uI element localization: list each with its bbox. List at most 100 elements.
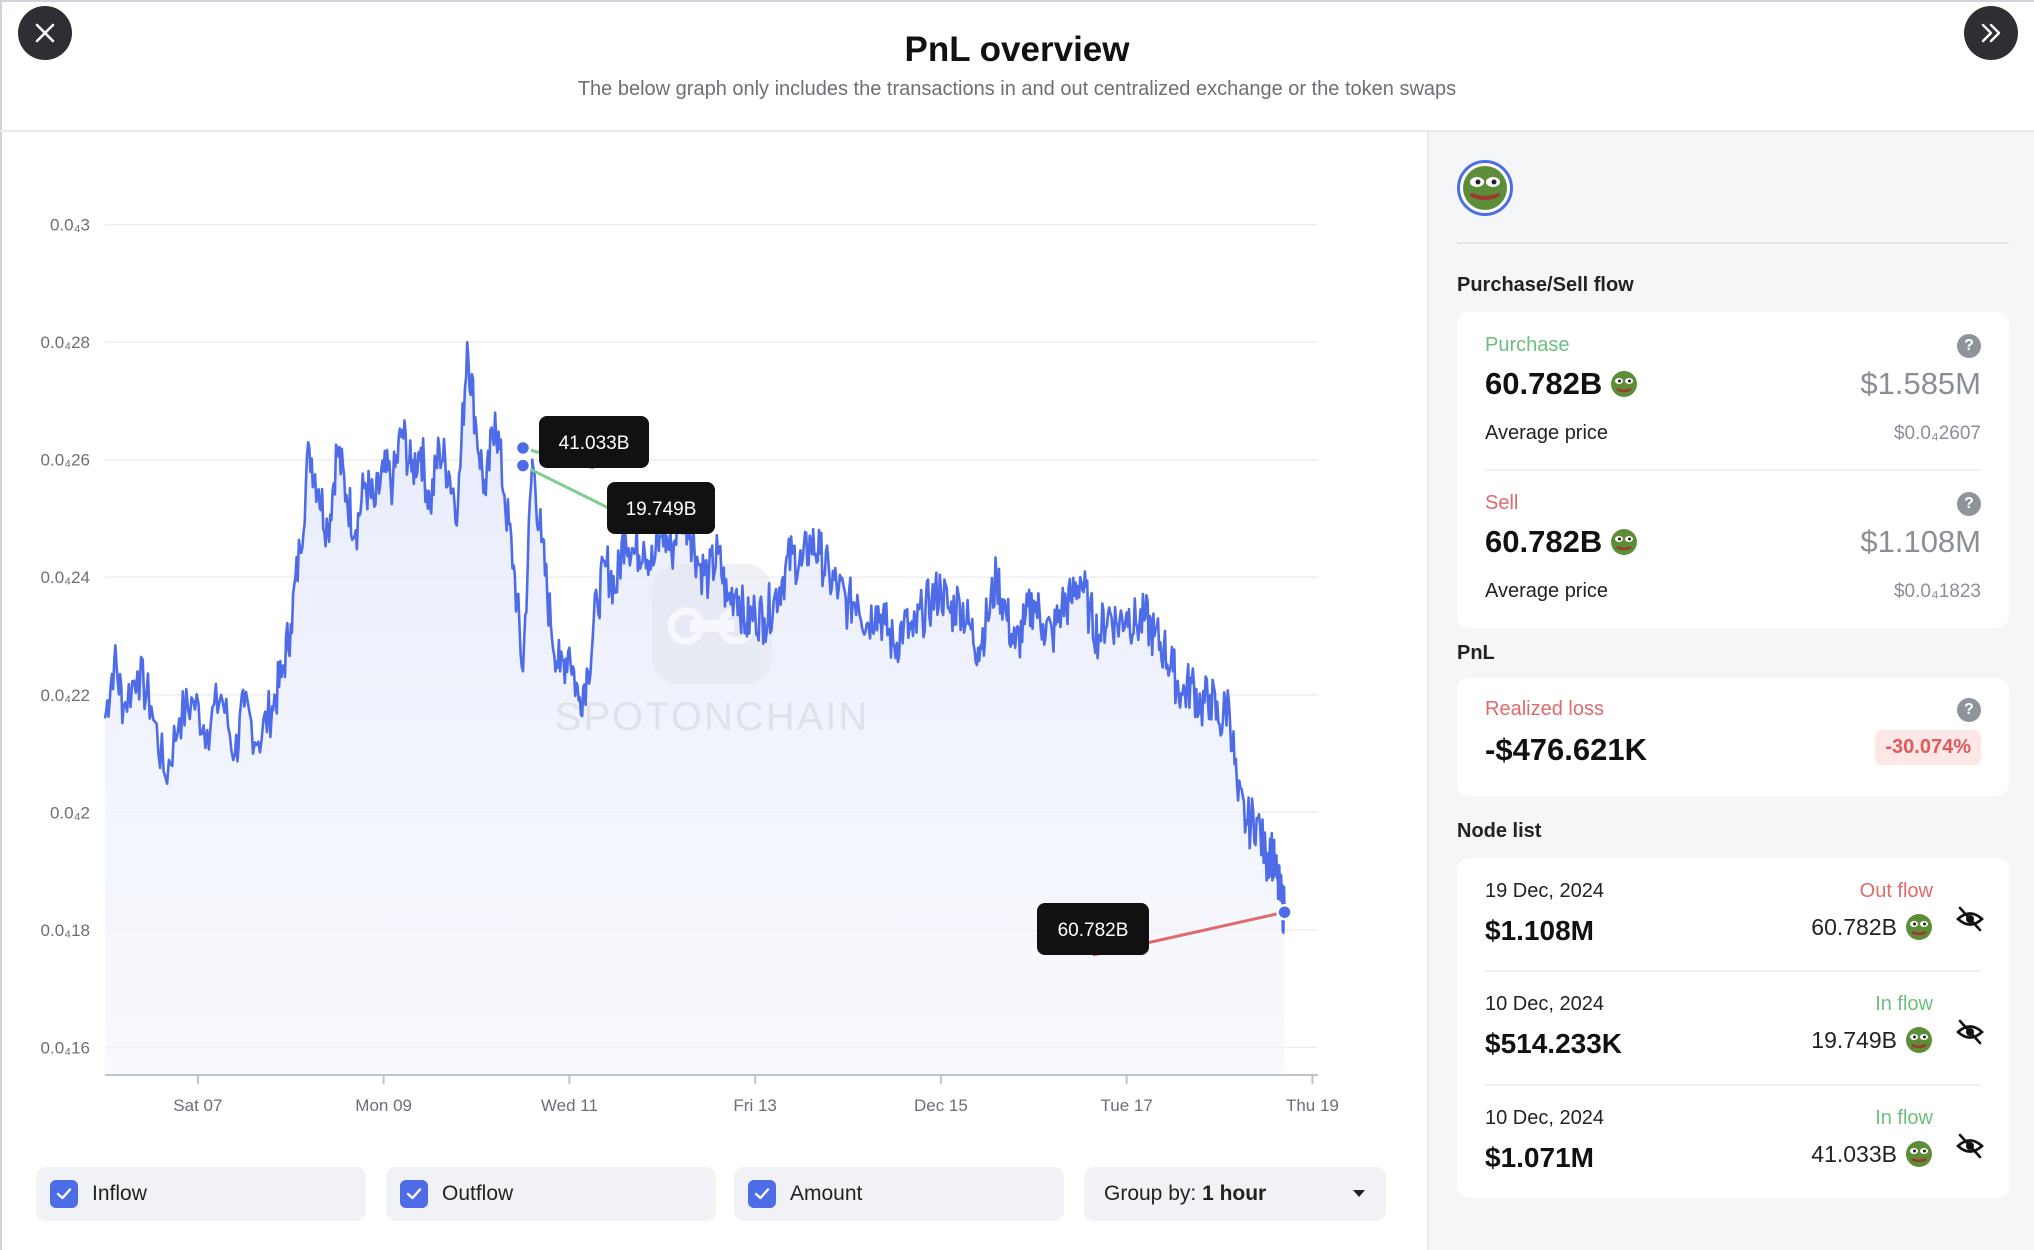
sell-help-icon[interactable]: ? bbox=[1957, 492, 1981, 516]
price-line bbox=[103, 340, 1286, 934]
inflow-label: Inflow bbox=[92, 1182, 147, 1205]
amount-toggle[interactable]: Amount bbox=[734, 1167, 1064, 1221]
sell-usd: $1.108M bbox=[1860, 524, 1981, 559]
purchase-amount-value: 60.782B bbox=[1485, 366, 1603, 401]
price-area-fill bbox=[105, 342, 1285, 1075]
y-tick-label: 0.0₄3 bbox=[50, 216, 90, 235]
x-tick-label: Fri 13 bbox=[733, 1096, 776, 1115]
pepe-token-icon bbox=[1906, 1027, 1932, 1053]
transaction-point[interactable] bbox=[514, 457, 532, 474]
x-tick-label: Dec 15 bbox=[914, 1096, 968, 1115]
expand-panel-button[interactable] bbox=[1964, 6, 2018, 60]
y-tick-label: 0.0₄22 bbox=[41, 686, 90, 705]
node-flow: In flow bbox=[1875, 1107, 1933, 1129]
sell-amount: 60.782B bbox=[1485, 524, 1638, 560]
group-by-text: Group by: 1 hour bbox=[1104, 1182, 1266, 1206]
list-item[interactable]: 10 Dec, 2024 $514.233K In flow 19.749B bbox=[1485, 993, 1981, 1060]
annotation-tooltip bbox=[539, 416, 649, 468]
y-tick-label: 0.0₄2 bbox=[50, 803, 90, 822]
close-icon bbox=[35, 23, 55, 43]
pnl-side-panel: Purchase/Sell flow Purchase ? 60.782B $1… bbox=[1427, 132, 2034, 1250]
pepe-token-icon bbox=[1906, 914, 1932, 940]
inflow-toggle[interactable]: Inflow bbox=[36, 1167, 366, 1221]
purchase-row: Purchase bbox=[1485, 334, 1981, 357]
node-amount: 60.782B bbox=[1811, 913, 1933, 941]
node-flow: In flow bbox=[1875, 993, 1933, 1015]
sell-amount-row: 60.782B $1.108M bbox=[1485, 524, 1981, 560]
amount-label: Amount bbox=[790, 1182, 863, 1205]
y-tick-label: 0.0₄28 bbox=[41, 333, 90, 352]
pnl-line-chart[interactable]: 0.0₄3 0.0₄28 0.0₄26 0.0₄24 0.0₄22 0.0₄2 0.0₄18… bbox=[0, 132, 1427, 1142]
purchase-amount: 60.782B bbox=[1485, 366, 1638, 402]
pepe-token-icon bbox=[1611, 529, 1638, 555]
pepe-token-icon bbox=[1906, 1141, 1932, 1167]
purchase-avg-label: Average price bbox=[1485, 422, 1609, 444]
node-date: 10 Dec, 2024 bbox=[1485, 993, 1604, 1015]
eye-off-icon[interactable] bbox=[1955, 904, 1985, 934]
node-usd: $1.108M bbox=[1485, 915, 1594, 946]
page-subtitle: The below graph only includes the transa… bbox=[577, 78, 1457, 100]
eye-off-icon[interactable] bbox=[1955, 1131, 1985, 1161]
node-usd: $1.071M bbox=[1485, 1142, 1594, 1173]
node-divider bbox=[1485, 970, 1981, 972]
node-amount-value: 60.782B bbox=[1811, 913, 1897, 940]
annotation-label: 60.782B bbox=[1058, 920, 1129, 941]
node-amount-value: 19.749B bbox=[1811, 1026, 1897, 1053]
pnl-help-icon[interactable]: ? bbox=[1957, 698, 1981, 722]
annotation-tooltip bbox=[607, 482, 715, 534]
panel-divider bbox=[1457, 242, 2009, 244]
check-icon bbox=[406, 1188, 422, 1200]
inflow-checkbox[interactable] bbox=[50, 1180, 78, 1208]
double-chevron-right-icon bbox=[1981, 23, 2001, 43]
group-by-label: Group by: bbox=[1104, 1182, 1197, 1205]
realized-loss-value: -$476.621K bbox=[1485, 732, 1648, 767]
sell-avg-price: $0.0₄1823 bbox=[1893, 580, 1981, 602]
realized-loss-label: Realized loss bbox=[1485, 698, 1604, 720]
x-tick-label: Mon 09 bbox=[355, 1096, 412, 1115]
page-title: PnL overview bbox=[904, 30, 1130, 69]
loss-percent-badge: -30.074% bbox=[1875, 730, 1981, 765]
watermark-text: SPOTONCHAIN bbox=[555, 695, 870, 739]
y-tick-label: 0.0₄24 bbox=[41, 568, 90, 587]
transaction-point[interactable] bbox=[1276, 903, 1293, 921]
purchase-help-icon[interactable]: ? bbox=[1957, 334, 1981, 358]
header-divider bbox=[0, 130, 2034, 132]
x-tick-label: Tue 17 bbox=[1101, 1096, 1153, 1115]
x-tick-label: Sat 07 bbox=[173, 1096, 222, 1115]
purchase-label: Purchase bbox=[1485, 334, 1570, 356]
x-tick-label: Wed 11 bbox=[541, 1096, 598, 1115]
amount-checkbox[interactable] bbox=[748, 1180, 776, 1208]
check-icon bbox=[56, 1188, 72, 1200]
node-list-title: Node list bbox=[1457, 820, 1542, 842]
list-item[interactable]: 19 Dec, 2024 $1.108M Out flow 60.782B bbox=[1485, 880, 1981, 947]
transaction-point[interactable] bbox=[514, 439, 532, 457]
sell-row: Sell bbox=[1485, 492, 1981, 515]
node-usd: $514.233K bbox=[1485, 1028, 1623, 1059]
card-divider bbox=[1485, 469, 1981, 471]
eye-off-icon[interactable] bbox=[1955, 1017, 1985, 1047]
close-button[interactable] bbox=[18, 6, 72, 60]
y-tick-label: 0.0₄26 bbox=[41, 451, 90, 470]
watermark-logo bbox=[652, 564, 772, 684]
group-by-select[interactable]: Group by: 1 hour bbox=[1084, 1167, 1386, 1221]
node-divider bbox=[1485, 1084, 1981, 1086]
outflow-toggle[interactable]: Outflow bbox=[386, 1167, 716, 1221]
outflow-checkbox[interactable] bbox=[400, 1180, 428, 1208]
y-tick-label: 0.0₄16 bbox=[41, 1038, 90, 1057]
sell-amount-value: 60.782B bbox=[1485, 524, 1603, 559]
pepe-token-icon bbox=[1611, 371, 1638, 397]
purchase-amount-row: 60.782B $1.585M bbox=[1485, 366, 1981, 402]
node-date: 19 Dec, 2024 bbox=[1485, 880, 1604, 902]
token-avatar[interactable] bbox=[1457, 160, 1513, 216]
purchase-avg-price: $0.0₄2607 bbox=[1893, 422, 1981, 444]
x-tick-label: Thu 19 bbox=[1286, 1096, 1339, 1115]
annotation-label: 19.749B bbox=[626, 499, 697, 520]
sell-avg-row: Average price $0.0₄1823 bbox=[1485, 580, 1981, 603]
group-by-value: 1 hour bbox=[1202, 1182, 1267, 1205]
node-flow: Out flow bbox=[1859, 880, 1933, 902]
sell-avg-label: Average price bbox=[1485, 580, 1609, 602]
sell-label: Sell bbox=[1485, 492, 1519, 514]
pepe-frog-icon bbox=[1463, 166, 1507, 210]
list-item[interactable]: 10 Dec, 2024 $1.071M In flow 41.033B bbox=[1485, 1107, 1981, 1174]
